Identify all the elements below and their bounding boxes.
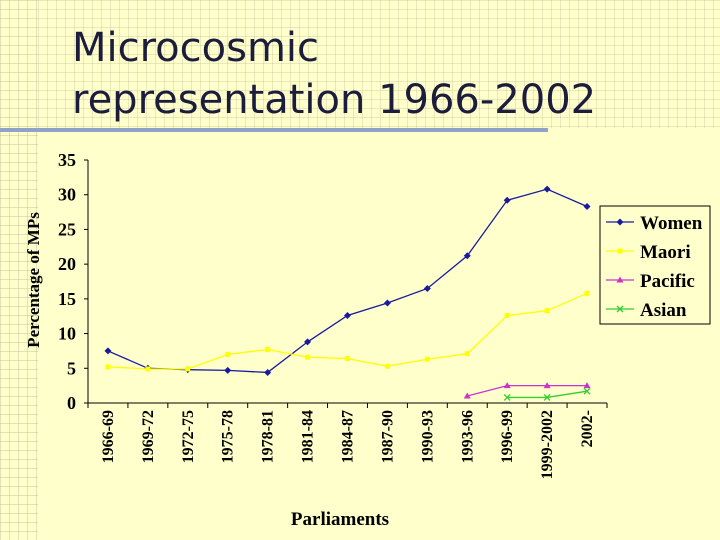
maori-series [105,290,590,372]
x-tick-label: 1966-69 [100,410,117,463]
maori-data-point [424,356,430,362]
x-tick-label: 1972-75 [180,410,197,463]
women-data-point [304,338,312,346]
y-tick-labels: 0 5 10 15 20 25 30 35 [58,150,76,413]
legend-entry-women: Women [606,213,703,234]
women-data-point [543,185,551,193]
chart-legend: Women Maori Pacific Asian [599,205,711,325]
background-grid-left [0,0,38,540]
y-tick-label: 35 [58,150,76,170]
asian-series [503,387,591,401]
chart-series [104,185,591,401]
y-axis-label: Percentage of MPs [24,212,43,348]
title-divider [0,128,548,132]
women-data-point [104,347,112,355]
asian-line [507,390,588,399]
maori-data-point [464,351,470,357]
maori-data-point [105,364,111,370]
legend-entry-asian: Asian [606,300,687,321]
legend-pacific-data-point [616,276,624,283]
maori-data-point [145,366,151,372]
y-tick-label: 15 [58,289,76,309]
y-tick-label: 5 [67,358,76,378]
maori-data-point [265,347,271,353]
women-data-point [503,196,511,204]
pacific-data-point [583,382,591,389]
legend-box [599,205,711,325]
x-tick-label: 1969-72 [140,410,157,463]
marker-stroke [543,393,551,401]
legend-asian-data-point [616,305,624,313]
women-series [104,185,591,376]
marker-stroke [583,387,591,395]
women-data-point [224,366,232,374]
pacific-line [467,384,588,397]
x-tick-label: 1990-93 [419,410,436,463]
maori-data-point [305,354,311,360]
pacific-series [463,382,591,399]
legend-women-data-point [616,218,624,226]
women-data-point [463,252,471,260]
y-tick-label: 25 [58,219,76,239]
women-data-point [583,203,591,211]
x-tick-labels: 1966-69 1969-72 1972-75 1975-78 1978-81 1981-… [100,410,596,479]
x-tick-label: 1987-90 [379,410,396,463]
maori-data-point [185,366,191,372]
legend-label: Pacific [640,271,695,292]
legend-entry-maori: Maori [606,242,691,263]
slide-title: Microcosmic representation 1966-2002 [72,22,596,126]
pacific-data-point [463,392,471,399]
y-tick-label: 30 [58,185,76,205]
pacific-data-point [543,382,551,389]
x-tick-label: 1993-96 [459,410,476,463]
pacific-data-point [503,382,511,389]
x-tick-label: 1984-87 [340,410,357,463]
y-tick-label: 10 [58,324,76,344]
x-tick-label: 1996-99 [499,410,516,463]
marker-stroke [503,393,511,401]
legend-label: Women [640,213,703,234]
asian-data-point [543,393,551,401]
slide-title-line-2: representation 1966-2002 [72,77,597,123]
maori-data-point [225,351,231,357]
background-grid-top [38,0,720,128]
women-data-point [344,312,351,320]
marker-stroke [616,305,624,313]
women-data-point [264,368,272,376]
legend-entry-pacific: Pacific [606,271,695,292]
maori-data-point [345,356,350,362]
x-tick-label: 1975-78 [220,410,237,463]
x-tick-label: 2002- [579,410,596,447]
asian-data-point [503,393,511,401]
chart-axes [84,159,608,408]
maori-data-point [544,308,550,314]
legend-label: Asian [640,300,687,321]
x-tick-label: 1999-2002 [539,410,556,479]
women-data-point [423,284,431,292]
x-tick-label: 1981-84 [300,410,317,463]
maori-data-point [384,363,390,369]
women-data-point [383,299,391,307]
asian-data-point [583,387,591,395]
y-tick-label: 20 [58,254,76,274]
slide-title-line-1: Microcosmic [72,25,320,71]
maori-data-point [504,313,510,319]
women-line [107,188,588,374]
maori-data-point [584,290,590,296]
y-tick-label: 0 [67,393,76,413]
legend-label: Maori [640,242,691,263]
x-axis-label: Parliaments [291,509,389,530]
legend-maori-data-point [617,248,623,254]
x-tick-label: 1978-81 [260,410,277,463]
